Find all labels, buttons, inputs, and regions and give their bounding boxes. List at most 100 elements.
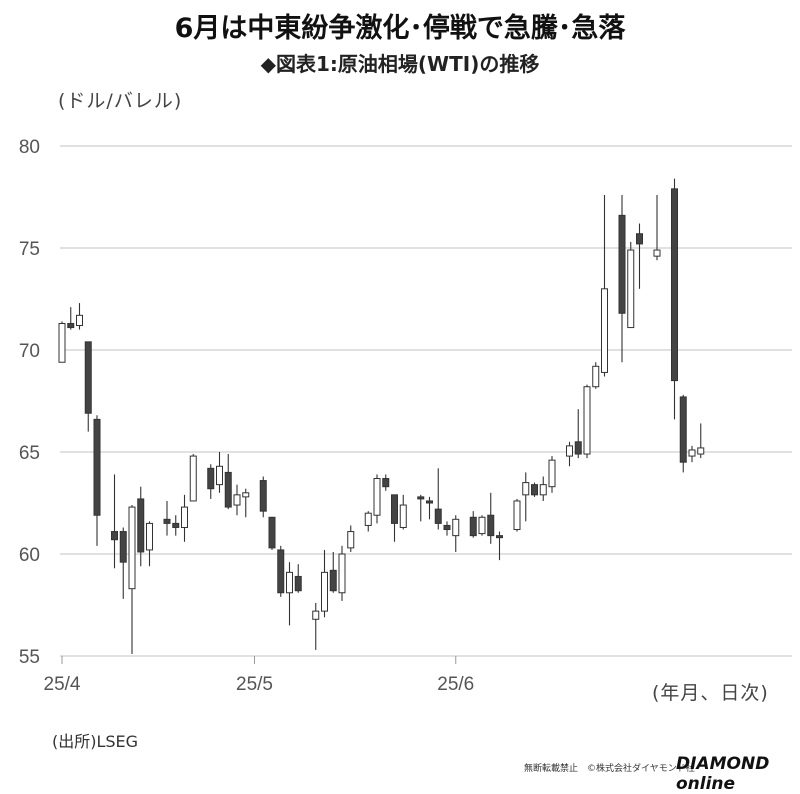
chart-title: 6月は中東紛争激化･停戦で急騰･急落 — [174, 13, 626, 44]
candle — [391, 494, 398, 542]
candle — [487, 492, 495, 544]
candle — [242, 488, 250, 518]
candle — [137, 486, 145, 567]
candle — [478, 515, 486, 536]
candle — [216, 452, 223, 493]
candle-body — [128, 506, 136, 590]
candle-body — [478, 516, 486, 535]
candle-body — [294, 575, 302, 592]
source-note: (出所)LSEG — [52, 732, 139, 751]
candle — [566, 441, 573, 467]
candle — [277, 545, 285, 597]
candle-body — [487, 514, 495, 537]
candle-body — [347, 531, 355, 549]
candle-body — [469, 516, 477, 537]
x-axis-unit-label: (年月、日次) — [652, 682, 769, 704]
candle — [679, 394, 687, 473]
candle — [452, 515, 460, 552]
candle — [382, 474, 390, 491]
candle-body — [58, 322, 66, 363]
candle-body — [163, 518, 171, 524]
y-tick-label: 70 — [19, 341, 40, 362]
candle-body — [399, 504, 407, 528]
candle — [268, 516, 276, 550]
x-axis-tick-labels: 25/4 25/5 25/6 — [44, 656, 474, 695]
candle-body — [434, 508, 442, 524]
candle-body — [119, 531, 127, 563]
candle — [636, 223, 643, 289]
candle-body — [391, 494, 398, 524]
candle — [312, 602, 320, 650]
candle-body — [601, 288, 608, 373]
candle — [321, 549, 328, 618]
candle-body — [627, 249, 635, 329]
candle-body — [224, 471, 232, 508]
candle-body — [679, 396, 687, 463]
candle — [233, 484, 241, 516]
candle-body — [417, 496, 425, 500]
candles — [58, 178, 705, 654]
candle-body — [496, 535, 503, 539]
candle-body — [618, 214, 626, 314]
candle-body — [382, 478, 390, 488]
candle-body — [592, 365, 600, 388]
candle-body — [636, 233, 643, 245]
candle — [172, 515, 180, 536]
candle-body — [207, 467, 215, 490]
candle-body — [93, 418, 101, 516]
y-tick-label: 65 — [19, 443, 40, 464]
candle-body — [172, 522, 180, 528]
brand-logo: DIAMOND online — [676, 754, 770, 794]
candle-body — [189, 455, 197, 502]
copyright-note: 無断転載禁止 ©株式会社ダイヤモンド社 — [524, 764, 695, 774]
candle — [207, 464, 215, 499]
candle — [469, 511, 477, 538]
candle-body — [373, 478, 381, 516]
candle-body — [364, 512, 372, 526]
candle-body — [539, 484, 547, 496]
candle-body — [688, 449, 696, 457]
candle-body — [76, 314, 83, 327]
candle-body — [583, 386, 591, 455]
candle — [531, 482, 538, 497]
candle — [224, 454, 232, 510]
candle-body — [513, 500, 521, 531]
candle — [58, 321, 66, 363]
y-axis-tick-labels: 55 60 65 70 75 80 — [19, 137, 40, 668]
candle — [373, 474, 381, 524]
candle — [181, 494, 188, 542]
candle-body — [268, 516, 276, 549]
candle — [601, 194, 608, 377]
candle — [443, 521, 451, 536]
candle — [338, 545, 346, 601]
candle — [426, 496, 433, 520]
candle-body — [111, 531, 118, 541]
candle-body — [84, 341, 92, 414]
candle-body — [242, 492, 250, 498]
candle — [592, 362, 600, 389]
candle-body — [531, 484, 538, 496]
candle — [189, 454, 197, 502]
candle — [671, 178, 678, 420]
candle — [146, 521, 153, 567]
candle — [513, 498, 521, 532]
candle — [67, 307, 75, 330]
candle — [574, 409, 582, 459]
candle-body — [548, 459, 556, 488]
candle — [329, 551, 337, 593]
candle — [119, 527, 127, 599]
gridlines — [60, 145, 792, 657]
candle-body — [259, 480, 267, 512]
candle — [688, 445, 696, 463]
candle — [163, 500, 171, 536]
candle — [697, 423, 705, 459]
candle-body — [277, 549, 285, 594]
candle — [522, 472, 530, 522]
candle — [128, 505, 136, 654]
candle — [548, 456, 556, 493]
candle — [76, 303, 83, 330]
candle-body — [312, 610, 320, 620]
candle — [347, 525, 355, 552]
candle — [496, 531, 503, 561]
